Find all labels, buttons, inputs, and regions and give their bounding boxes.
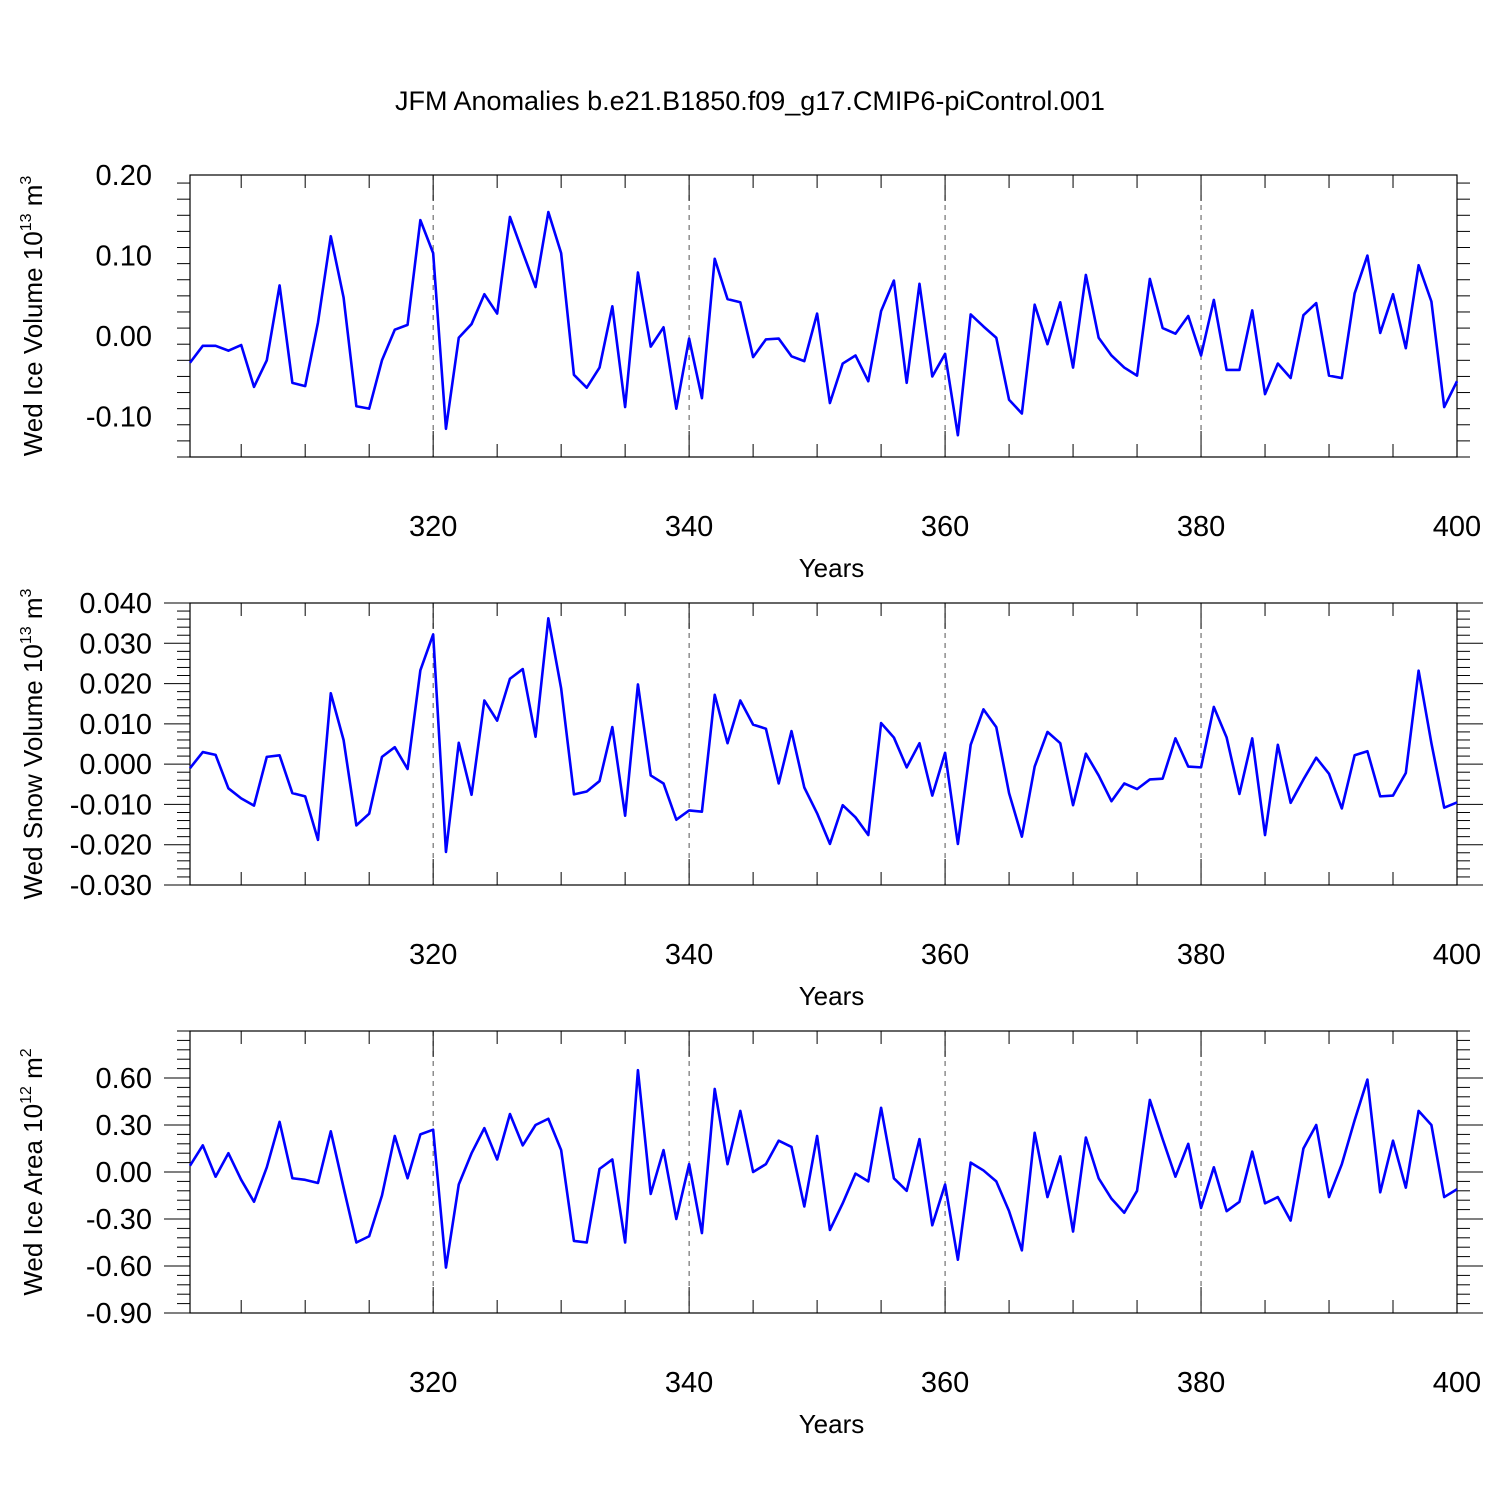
x-tick-label: 360 <box>921 1367 969 1399</box>
y-axis-label: Wed Ice Area 1012 m2 <box>18 1048 48 1295</box>
y-tick-label: -0.030 <box>70 870 152 902</box>
plot-frame <box>189 174 1458 458</box>
panel-snow-volume: 0.040 0.030 0.020 0.010 0.000 -0.010 -0.020 -0.… <box>18 588 1483 1011</box>
x-tick-label: 360 <box>921 511 969 543</box>
y-tick-label: -0.60 <box>86 1251 152 1283</box>
y-tick-label: -0.10 <box>86 402 152 434</box>
x-tick-label: 340 <box>665 1367 713 1399</box>
x-tick-label: 380 <box>1177 1367 1225 1399</box>
panel-ice-volume: 0.20 0.10 0.00 -0.10 320 340 360 380 400 Years Wed… <box>18 160 1481 583</box>
x-tick-label: 400 <box>1433 511 1481 543</box>
plot-frame <box>189 602 1458 886</box>
series-line <box>188 210 1459 437</box>
y-tick-label: -0.30 <box>86 1204 152 1236</box>
y-tick-label: 0.020 <box>79 669 152 701</box>
y-axis-label: Wed Ice Volume 1013 m3 <box>18 176 48 457</box>
y-tick-label: 0.00 <box>96 1157 152 1189</box>
y-tick-label: 0.10 <box>96 241 152 273</box>
y-axis-label: Wed Snow Volume 1013 m3 <box>18 588 48 899</box>
y-tick-label: 0.030 <box>79 628 152 660</box>
figure-title: JFM Anomalies b.e21.B1850.f09_g17.CMIP6-… <box>395 86 1105 116</box>
x-tick-label: 400 <box>1433 1367 1481 1399</box>
x-axis-label: Years <box>799 553 865 583</box>
x-tick-label: 320 <box>409 1367 457 1399</box>
x-tick-label: 320 <box>409 511 457 543</box>
y-tick-label: 0.60 <box>96 1063 152 1095</box>
x-tick-label: 400 <box>1433 939 1481 971</box>
y-tick-label: 0.000 <box>79 749 152 781</box>
x-tick-label: 380 <box>1177 939 1225 971</box>
x-axis-label: Years <box>799 981 865 1011</box>
y-tick-label: 0.010 <box>79 709 152 741</box>
y-tick-label: 0.20 <box>96 160 152 192</box>
series-line <box>188 1068 1458 1269</box>
plot-frame <box>189 1030 1458 1314</box>
y-tick-label: 0.30 <box>96 1110 152 1142</box>
series-line <box>188 617 1458 854</box>
panel-ice-area: 0.60 0.30 0.00 -0.30 -0.60 -0.90 320 340 360 380 4… <box>18 1030 1483 1439</box>
y-tick-label: -0.90 <box>86 1298 152 1330</box>
x-tick-label: 340 <box>665 511 713 543</box>
x-tick-label: 360 <box>921 939 969 971</box>
x-tick-label: 380 <box>1177 511 1225 543</box>
y-tick-label: 0.040 <box>79 588 152 620</box>
x-tick-label: 340 <box>665 939 713 971</box>
x-axis-label: Years <box>799 1409 865 1439</box>
y-tick-label: -0.020 <box>70 830 152 862</box>
y-tick-label: 0.00 <box>96 321 152 353</box>
x-tick-label: 320 <box>409 939 457 971</box>
y-tick-label: -0.010 <box>70 789 152 821</box>
